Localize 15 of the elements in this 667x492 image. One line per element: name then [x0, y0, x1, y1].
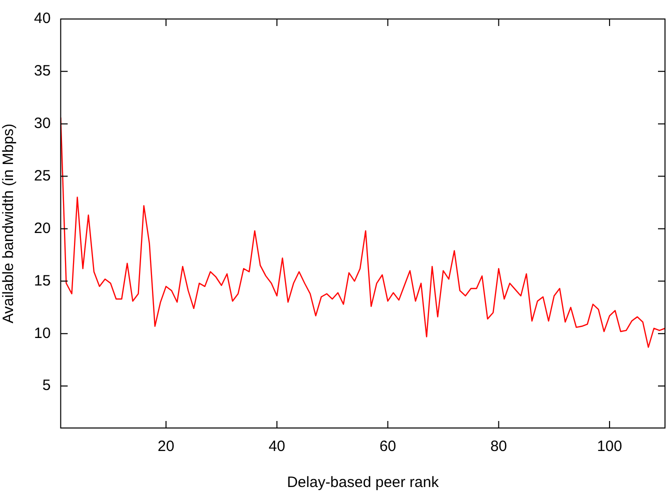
y-tick-label: 30	[34, 115, 51, 132]
y-tick-label: 10	[34, 324, 51, 342]
y-tick-label: 20	[34, 220, 51, 237]
y-axis-title: Available bandwidth (in Mbps)	[0, 124, 18, 324]
y-tick-label: 40	[34, 10, 51, 28]
x-axis-title: Delay-based peer rank	[286, 474, 440, 492]
x-tick-label: 100	[597, 438, 622, 456]
x-tick-label: 20	[158, 438, 174, 456]
x-tick-label: 40	[268, 438, 286, 456]
x-tick-label: 80	[490, 438, 508, 456]
x-tick-label: 60	[379, 438, 396, 456]
y-tick-label: 35	[34, 62, 51, 80]
y-tick-label: 25	[34, 167, 51, 184]
y-tick-label: 15	[34, 272, 51, 290]
y-tick-label: 5	[42, 377, 51, 394]
